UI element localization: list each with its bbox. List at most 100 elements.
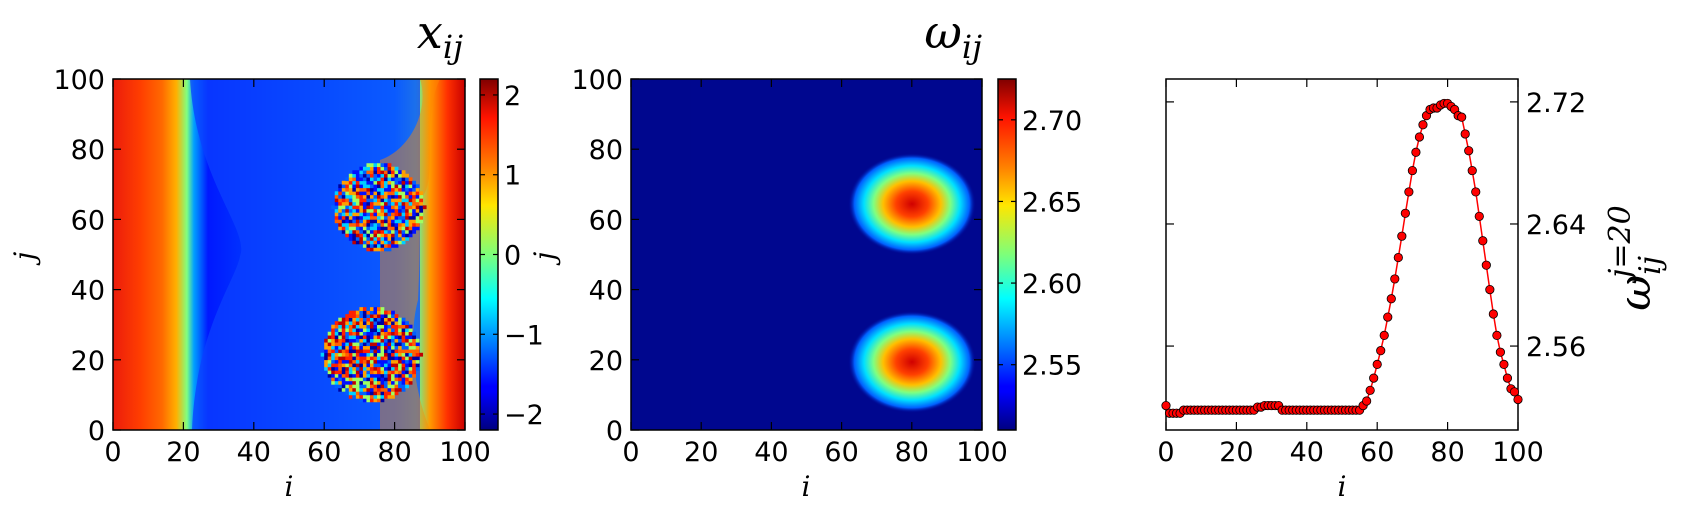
noise-cell	[341, 219, 346, 224]
noise-cell	[408, 187, 413, 192]
noise-cell	[398, 205, 402, 210]
noise-cell	[355, 219, 360, 224]
line-plot-frame	[1165, 78, 1519, 431]
x-tick-label: 80	[895, 437, 929, 468]
noise-cell	[359, 226, 364, 231]
noise-cell	[401, 201, 406, 206]
noise-cell	[394, 233, 399, 238]
noise-cell	[391, 349, 395, 354]
noise-cell	[352, 359, 357, 364]
noise-cell	[401, 356, 406, 361]
noise-cell	[391, 380, 395, 385]
noise-cell	[391, 373, 395, 378]
noise-cell	[408, 377, 413, 382]
noise-cell	[373, 170, 378, 175]
noise-cell	[338, 324, 343, 329]
noise-cell	[405, 233, 409, 238]
noise-cell	[334, 338, 339, 343]
noise-cell	[387, 335, 392, 340]
noise-cell	[380, 380, 385, 385]
noise-cell	[394, 173, 399, 178]
noise-cell	[387, 247, 392, 252]
noise-cell	[362, 328, 367, 333]
noise-cell	[334, 208, 339, 213]
noise-cell	[387, 391, 392, 396]
noise-cell	[334, 359, 339, 364]
noise-cell	[373, 208, 378, 213]
noise-cell	[345, 349, 350, 354]
noise-cell	[345, 314, 350, 318]
noise-cell	[408, 370, 413, 375]
noise-cell	[391, 314, 395, 318]
noise-cell	[338, 215, 343, 220]
noise-cell	[391, 394, 395, 399]
noise-cell	[369, 391, 374, 396]
noise-cell	[345, 317, 350, 322]
noise-cell	[394, 366, 399, 371]
noise-cell	[359, 236, 364, 241]
noise-cell	[334, 205, 339, 210]
noise-cell	[387, 352, 392, 357]
noise-cell	[398, 387, 402, 392]
noise-cell	[362, 194, 367, 199]
noise-cell	[352, 335, 357, 340]
noise-cell	[341, 349, 346, 354]
noise-cell	[366, 191, 371, 196]
noise-cell	[387, 345, 392, 350]
noise-cell	[369, 219, 374, 224]
noise-cell	[338, 331, 343, 336]
noise-cell	[384, 387, 388, 392]
noise-cell	[369, 173, 374, 178]
noise-cell	[415, 222, 420, 227]
noise-cell	[369, 363, 374, 368]
noise-cell	[341, 208, 346, 213]
noise-cell	[398, 212, 402, 217]
noise-cell	[373, 191, 378, 196]
noise-cell	[331, 205, 336, 210]
noise-cell	[387, 173, 392, 178]
noise-cell	[373, 394, 378, 399]
noise-cell	[327, 356, 332, 361]
noise-cell	[362, 170, 367, 175]
noise-cell	[338, 208, 343, 213]
noise-cell	[401, 240, 406, 245]
noise-cell	[373, 163, 378, 168]
noise-cell	[348, 345, 353, 350]
noise-cell	[338, 363, 343, 368]
noise-cell	[394, 331, 399, 336]
noise-cell	[341, 359, 346, 364]
noise-cell	[380, 356, 385, 361]
noise-cell	[352, 394, 357, 399]
noise-cell	[359, 191, 364, 196]
noise-cell	[401, 352, 406, 357]
x-tick-label: 0	[1157, 437, 1174, 468]
noise-cell	[355, 359, 360, 364]
noise-cell	[405, 236, 409, 241]
noise-cell	[355, 356, 360, 361]
noise-cell	[334, 349, 339, 354]
y-tick-label: 80	[71, 135, 105, 166]
noise-cell	[380, 198, 385, 203]
line-series	[1161, 98, 1523, 418]
noise-cell	[348, 310, 353, 315]
noise-cell	[369, 222, 374, 227]
noise-cell	[380, 398, 385, 403]
noise-cell	[377, 166, 381, 171]
noise-cell	[345, 359, 350, 364]
noise-cell	[359, 356, 364, 361]
noise-cell	[341, 342, 346, 347]
noise-cell	[348, 359, 353, 364]
noise-cell	[373, 352, 378, 357]
noise-cell	[419, 194, 424, 199]
noise-cell	[369, 166, 374, 171]
noise-cell	[394, 180, 399, 185]
noise-cell	[334, 373, 339, 378]
noise-cell	[391, 219, 395, 224]
noise-cell	[355, 314, 360, 318]
noise-cell	[345, 201, 350, 206]
noise-cell	[338, 198, 343, 203]
x-tick-label: 20	[684, 437, 718, 468]
noise-cell	[348, 314, 353, 318]
noise-cell	[387, 226, 392, 231]
noise-cell	[373, 233, 378, 238]
